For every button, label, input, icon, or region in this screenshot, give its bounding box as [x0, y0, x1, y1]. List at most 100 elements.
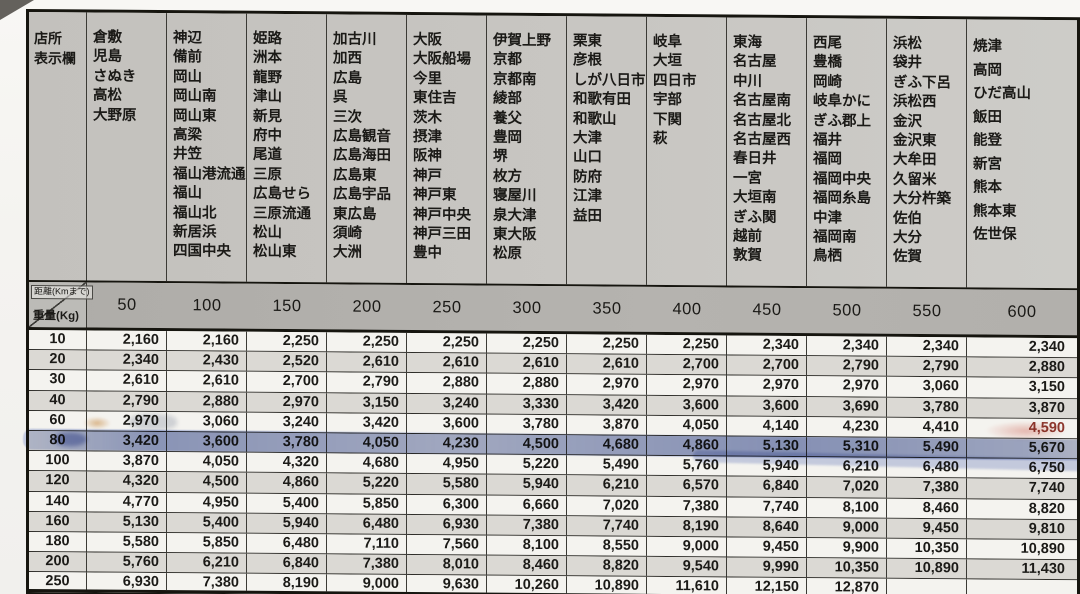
weight-label-80: 80: [29, 430, 87, 451]
office-header-line2: 表示欄: [34, 50, 76, 67]
rate-80kg-250km: 4,230: [407, 433, 487, 454]
rate-180kg-150km: 6,480: [247, 533, 327, 554]
rate-140kg-150km: 5,400: [247, 493, 327, 514]
office-name: 山口: [573, 149, 602, 166]
office-name: 府中: [253, 127, 282, 145]
office-name: 豊岡: [493, 129, 522, 146]
office-name: 大分: [893, 229, 922, 247]
office-name: 福山北: [173, 204, 217, 222]
rate-140kg-50km: 4,770: [87, 491, 167, 512]
rate-200kg-350km: 8,820: [567, 556, 647, 577]
rate-80kg-350km: 4,680: [567, 435, 647, 456]
office-name: 三原流通: [253, 205, 311, 222]
rate-160kg-200km: 6,480: [327, 514, 407, 534]
office-name: 高梁: [173, 127, 202, 144]
rate-180kg-50km: 5,580: [87, 532, 167, 553]
rate-180kg-400km: 9,000: [647, 536, 727, 557]
rate-80kg-300km: 4,500: [487, 434, 567, 455]
rate-160kg-150km: 5,940: [247, 513, 327, 534]
office-name: 備前: [173, 49, 202, 66]
rate-250kg-500km: 12,870: [807, 578, 887, 594]
office-name: 広島: [333, 70, 362, 87]
office-name: 飯田: [973, 108, 1002, 126]
rate-60kg-50km: 2,970: [87, 411, 167, 432]
weight-label-120: 120: [29, 471, 87, 491]
office-name: 神戸三田: [413, 226, 471, 243]
office-column-50: 倉敷 児島 さぬき 高松 大野原: [87, 12, 167, 282]
rate-60kg-250km: 3,600: [407, 413, 487, 434]
office-name: 江津: [573, 188, 602, 205]
office-name: 今里: [413, 70, 442, 88]
office-name: 下関: [653, 111, 682, 128]
rate-100kg-200km: 4,680: [327, 453, 407, 474]
office-name: 浜松西: [893, 94, 937, 111]
distance-label-50: 50: [117, 295, 137, 314]
office-name: 新宮: [973, 155, 1002, 173]
rate-40kg-100km: 2,880: [167, 391, 247, 412]
office-name: 岐阜かに: [813, 93, 871, 110]
office-name: 大阪船場: [413, 51, 471, 68]
rate-30kg-350km: 2,970: [567, 374, 647, 395]
rate-40kg-400km: 3,600: [647, 395, 727, 416]
rate-140kg-450km: 7,740: [727, 497, 807, 517]
weight-label-250: 250: [29, 572, 87, 590]
rate-10kg-300km: 2,250: [487, 333, 567, 354]
rate-200kg-200km: 7,380: [327, 554, 407, 575]
rate-120kg-450km: 6,840: [727, 476, 807, 497]
rate-120kg-550km: 7,380: [887, 478, 967, 498]
office-name: 養父: [493, 110, 522, 127]
office-name: 神辺: [173, 30, 202, 47]
rate-120kg-400km: 6,570: [647, 476, 727, 497]
office-name: 龍野: [253, 69, 282, 86]
rate-180kg-100km: 5,850: [167, 532, 247, 553]
distance-label-250: 250: [432, 298, 462, 317]
office-name: 広島東: [333, 167, 377, 184]
rate-120kg-500km: 7,020: [807, 477, 887, 498]
rate-30kg-200km: 2,790: [327, 372, 407, 393]
office-name: 西尾: [813, 35, 842, 52]
office-name: ぎふ郡上: [813, 112, 871, 130]
office-column-300: 伊賀上野 京都 京都南 綾部 養父 豊岡堺枚方 寝屋川 泉大津 東大阪 松原: [487, 15, 567, 285]
office-name: 大阪: [413, 32, 442, 49]
office-column-350: 栗東 彦根 しが八日市 和歌有田 和歌山 大津 山口 防府 江津 益田: [567, 16, 647, 285]
rate-10kg-500km: 2,340: [807, 336, 887, 356]
rate-60kg-450km: 4,140: [727, 416, 807, 437]
rate-10kg-450km: 2,340: [727, 335, 807, 356]
rate-180kg-200km: 7,110: [327, 534, 407, 555]
rate-120kg-350km: 6,210: [567, 475, 647, 496]
office-name: 敦賀: [733, 248, 762, 265]
rate-20kg-350km: 2,610: [567, 354, 647, 375]
shipping-rate-table: 店所 表示欄 倉敷 児島 さぬき 高松 大野原 神辺 備前 岡山 岡山南 岡山東 高梁 井笠 福山港流通…: [22, 9, 1080, 594]
rate-140kg-600km: 8,820: [1028, 500, 1065, 517]
rate-200kg-150km: 6,840: [247, 553, 327, 574]
office-name: 福山: [173, 185, 202, 202]
office-name: 栗東: [573, 33, 602, 50]
office-name: 綾部: [493, 90, 522, 108]
office-name: 四国中央: [173, 243, 231, 261]
office-name: 和歌有田: [573, 91, 631, 108]
office-name: 福井: [813, 132, 842, 149]
rate-20kg-600km: 2,880: [1028, 359, 1065, 376]
office-name: 大野原: [93, 107, 137, 124]
rate-160kg-550km: 9,450: [887, 518, 967, 539]
rate-100kg-550km: 6,480: [887, 457, 967, 478]
rate-20kg-100km: 2,430: [167, 351, 247, 372]
office-name: 京都南: [493, 71, 537, 88]
rate-160kg-600km: 9,810: [1028, 520, 1065, 537]
weight-label-20: 20: [29, 350, 87, 370]
office-name: ひだ高山: [973, 85, 1031, 102]
office-name: 須崎: [333, 225, 362, 242]
rate-80kg-450km: 5,130: [727, 436, 807, 457]
rate-30kg-550km: 3,060: [887, 377, 967, 397]
rate-40kg-50km: 2,790: [87, 391, 167, 411]
office-name: 三次: [333, 109, 362, 126]
office-name: 加西: [333, 50, 362, 68]
distance-label-550: 550: [912, 301, 942, 321]
rate-30kg-50km: 2,610: [87, 370, 167, 391]
office-name: 彦根: [573, 52, 602, 69]
office-name: 神戸中央: [413, 206, 471, 224]
rate-140kg-100km: 4,950: [167, 492, 247, 513]
rate-160kg-500km: 9,000: [807, 517, 887, 538]
rate-10kg-600km: 2,340: [1028, 338, 1065, 356]
